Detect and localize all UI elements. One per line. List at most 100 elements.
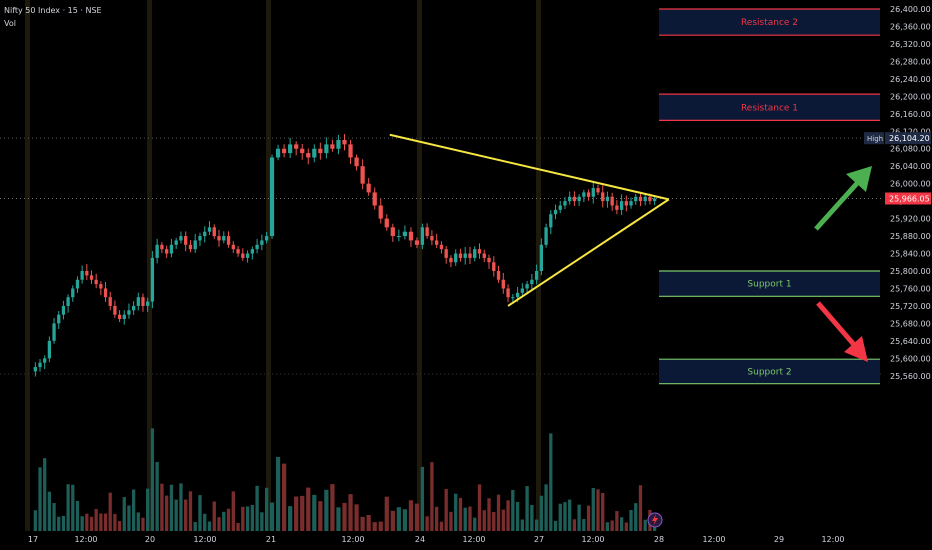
candle-body [487, 257, 491, 263]
volume-bar [113, 514, 117, 531]
zone-support-2[interactable] [659, 359, 880, 384]
candle-body [366, 183, 371, 193]
volume-bar [184, 499, 188, 531]
volume-bar [402, 509, 408, 531]
candle-body [601, 192, 605, 202]
session-divider [147, 0, 152, 531]
candle-body [141, 297, 145, 306]
price-tick-label: 26,320.00 [890, 40, 931, 49]
price-tick-label: 26,360.00 [890, 22, 931, 31]
candle-body [300, 148, 305, 154]
triangle-upper-trendline[interactable] [389, 133, 670, 201]
candle-body [482, 253, 486, 258]
volume-bar [193, 522, 197, 531]
candle-body [193, 240, 197, 250]
volume-bar [94, 508, 98, 531]
time-tick-label: 12:00 [341, 535, 364, 544]
volume-bar [615, 511, 619, 531]
candle-body [629, 201, 633, 206]
volume-bar [454, 493, 458, 531]
candle-body [198, 236, 202, 241]
volume-bar [506, 500, 510, 531]
candle-body [179, 236, 183, 241]
volume-bar [288, 506, 293, 531]
volume-bar [38, 467, 42, 531]
candle-body [66, 297, 70, 306]
candle-body [99, 284, 103, 289]
candle-body [122, 314, 126, 320]
candle-body [155, 244, 159, 258]
volume-bar [458, 497, 463, 531]
volume-bar [430, 462, 434, 531]
price-tick-label: 25,800.00 [890, 267, 931, 276]
volume-bar [198, 495, 202, 531]
volume-bar [330, 484, 335, 531]
volume-bar [496, 494, 501, 531]
volume-bar [577, 504, 581, 531]
candle-body [577, 196, 581, 202]
volume-bar [57, 516, 61, 531]
candle-body [108, 297, 112, 306]
price-tick-label: 26,000.00 [890, 180, 931, 189]
candle-body [164, 249, 169, 254]
candle-body [231, 244, 235, 250]
time-tick-label: 12:00 [462, 535, 485, 544]
candle-body [241, 253, 245, 258]
candle-body [184, 236, 188, 245]
zone-support-1[interactable] [659, 271, 880, 297]
candle-body [610, 196, 614, 206]
price-tick-label: 26,080.00 [890, 145, 931, 154]
volume-bar [408, 500, 414, 531]
candle-body [572, 196, 577, 202]
zone-label: Support 1 [747, 280, 791, 290]
price-tick-label: 26,040.00 [890, 162, 931, 171]
volume-bar [348, 494, 353, 531]
volume-bar [131, 489, 136, 531]
price-axis[interactable] [884, 0, 932, 550]
candle-body [89, 275, 94, 280]
volume-bar [250, 504, 255, 531]
time-axis[interactable] [0, 531, 932, 550]
volume-bar [33, 510, 37, 531]
volume-bar [492, 511, 496, 531]
volume-bar [47, 491, 52, 531]
volume-bar [312, 494, 317, 531]
candle-body [288, 144, 293, 154]
volume-bar [66, 484, 70, 531]
triangle-lower-trendline[interactable] [507, 198, 670, 307]
volume-bar [217, 517, 221, 531]
time-tick-label: 12:00 [74, 535, 97, 544]
time-tick-label: 12:00 [702, 535, 725, 544]
volume-bar [336, 507, 341, 531]
last-price-value: 25,966.05 [889, 194, 930, 203]
volume-bar [610, 520, 614, 531]
zone-resistance-1[interactable] [659, 94, 880, 121]
volume-bar [544, 484, 548, 531]
volume-bar [591, 488, 595, 531]
volume-bar [572, 519, 577, 531]
candle-body [136, 297, 140, 306]
candle-body [558, 205, 562, 210]
chart-title: Nifty 50 Index · 15 · NSE [4, 6, 102, 15]
price-tick-label: 25,600.00 [890, 354, 931, 363]
volume-bar [43, 458, 47, 531]
volume-bar [306, 487, 311, 531]
volume-bar [241, 506, 245, 531]
candle-body [634, 196, 638, 202]
last-price-tag [885, 192, 931, 205]
volume-bar [568, 499, 572, 531]
volume-bar [558, 503, 562, 531]
price-tick-label: 25,920.00 [890, 215, 931, 224]
candle-body [425, 227, 429, 237]
candle-body [236, 249, 240, 254]
candle-body [568, 196, 572, 202]
candle-body [372, 192, 377, 206]
candle-body [515, 292, 520, 298]
candle-body [378, 205, 383, 219]
candle-body [605, 196, 610, 202]
volume-bar [207, 521, 212, 531]
zone-resistance-2[interactable] [659, 9, 880, 36]
volume-bar [425, 516, 429, 531]
